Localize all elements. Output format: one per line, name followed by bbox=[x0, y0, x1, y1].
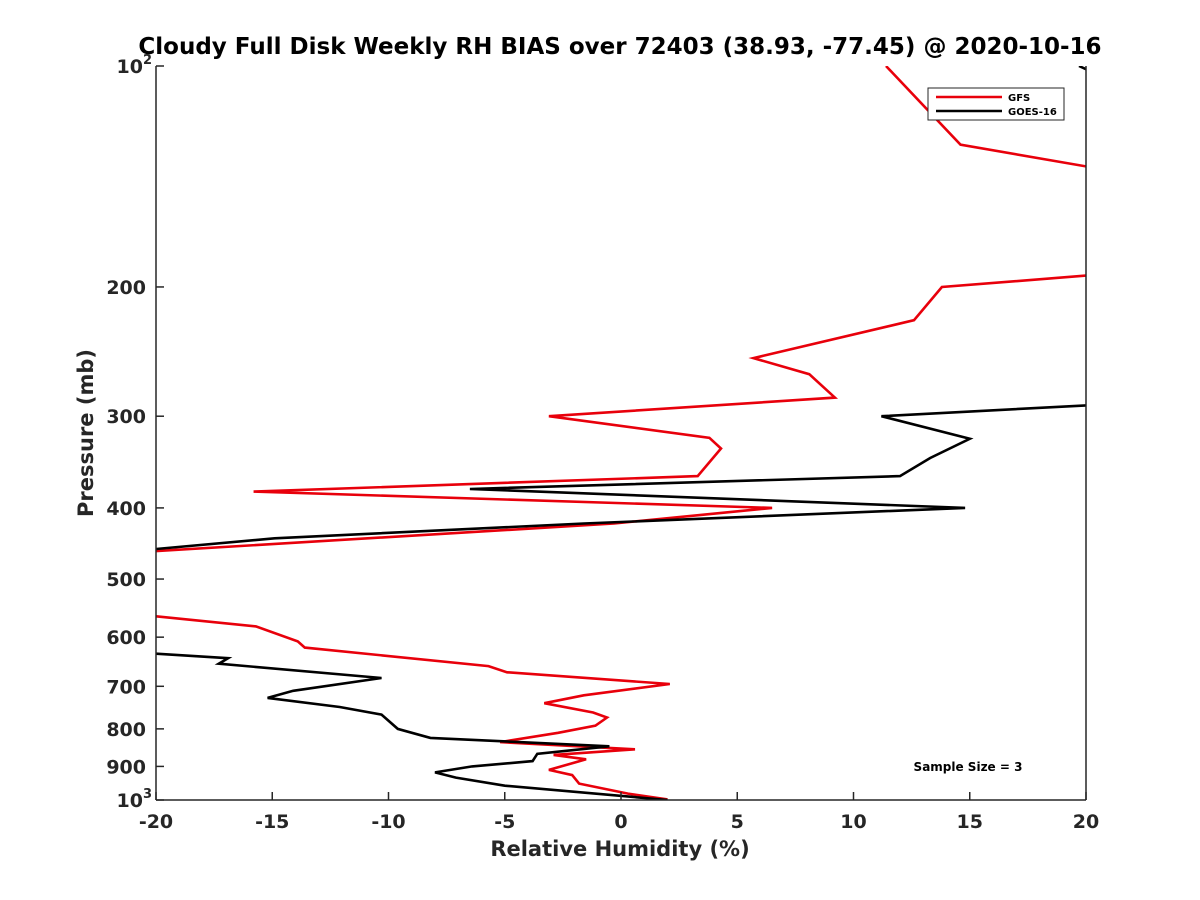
y-tick-label: 102 bbox=[117, 53, 153, 78]
y-tick-label: 103 bbox=[117, 787, 153, 812]
y-tick-label: 600 bbox=[106, 627, 146, 649]
legend: GFS GOES-16 bbox=[927, 87, 1065, 121]
legend-box bbox=[927, 87, 1065, 121]
series-line-goes-16 bbox=[1078, 66, 1086, 71]
y-tick-label: 700 bbox=[106, 676, 146, 698]
series-line-goes-16 bbox=[156, 404, 1086, 551]
series-line-gfs bbox=[156, 274, 1086, 553]
y-tick-label: 400 bbox=[106, 498, 146, 520]
x-tick-label: 5 bbox=[731, 811, 744, 833]
y-axis-label: Pressure (mb) bbox=[74, 349, 98, 517]
x-tick-label: -20 bbox=[139, 811, 173, 833]
chart-title: Cloudy Full Disk Weekly RH BIAS over 724… bbox=[138, 34, 1101, 60]
y-tick-label: 800 bbox=[106, 719, 146, 741]
y-tick-label: 900 bbox=[106, 756, 146, 778]
y-tick-label: 500 bbox=[106, 569, 146, 591]
series-line-gfs bbox=[156, 615, 670, 800]
x-tick-label: 20 bbox=[1073, 811, 1099, 833]
x-ticks: -20 -15 -10 -5 0 5 10 15 20 bbox=[139, 792, 1099, 833]
y-tick-label: 200 bbox=[106, 277, 146, 299]
x-tick-label: -15 bbox=[255, 811, 289, 833]
x-tick-label: 0 bbox=[614, 811, 627, 833]
y-ticks: 102 200 300 400 500 600 700 800 900 103 bbox=[106, 53, 164, 812]
legend-label-gfs: GFS bbox=[1008, 93, 1030, 104]
legend-label-goes-16: GOES-16 bbox=[1008, 107, 1057, 118]
x-tick-label: -5 bbox=[494, 811, 515, 833]
series-layer bbox=[156, 66, 1086, 800]
y-tick-label: 300 bbox=[106, 406, 146, 428]
series-line-goes-16 bbox=[156, 652, 668, 800]
series-line-gfs bbox=[885, 66, 1086, 168]
x-tick-label: 15 bbox=[957, 811, 983, 833]
x-axis-label: Relative Humidity (%) bbox=[490, 837, 749, 861]
x-tick-label: 10 bbox=[840, 811, 866, 833]
sample-size-annotation: Sample Size = 3 bbox=[914, 760, 1023, 774]
x-tick-label: -10 bbox=[371, 811, 405, 833]
